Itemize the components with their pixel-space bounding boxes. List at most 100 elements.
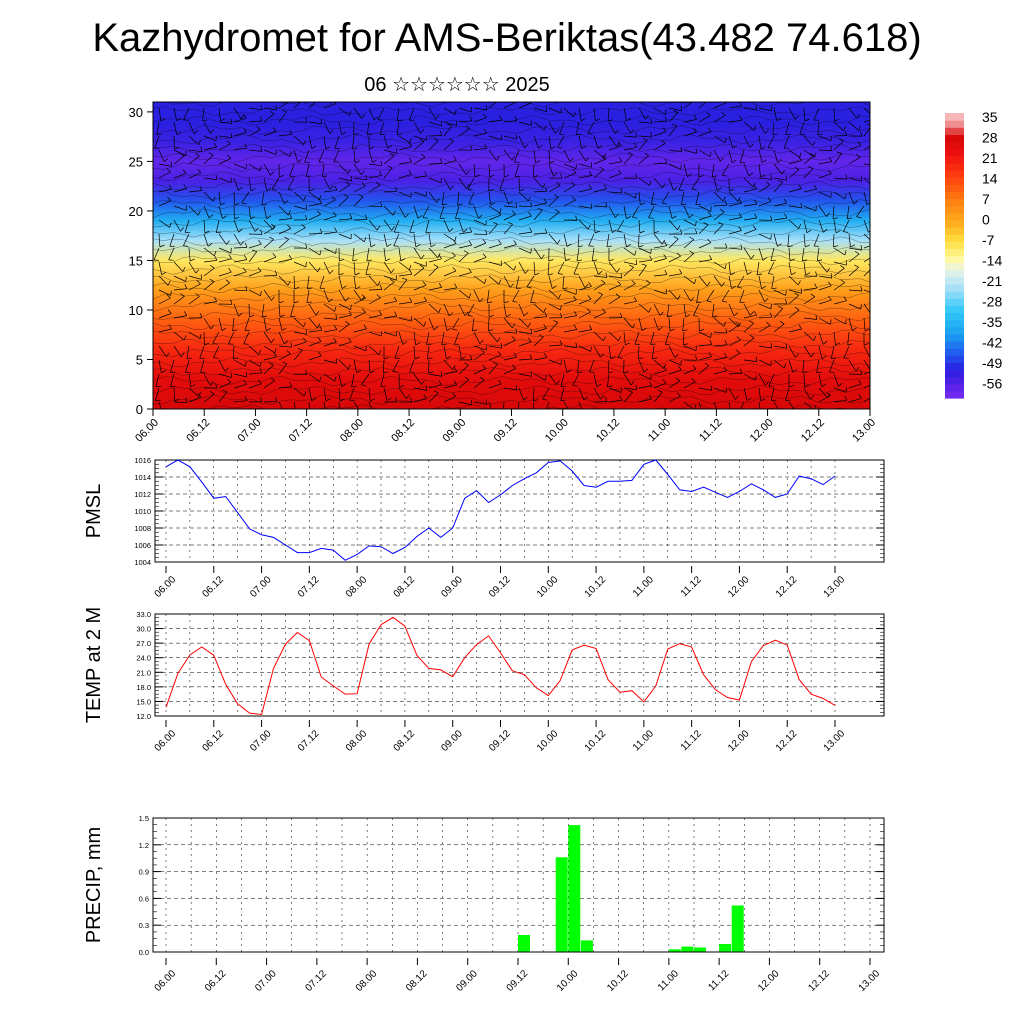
x-tick-label: 08.00 xyxy=(338,417,366,445)
colorbar-band xyxy=(945,177,964,185)
y-tick-label: 1.5 xyxy=(139,814,149,823)
colorbar-band xyxy=(945,341,964,349)
colorbar-band xyxy=(945,348,964,356)
x-tick-label: 07.12 xyxy=(296,574,322,600)
x-tick-label: 06.00 xyxy=(153,728,179,754)
colorbar-band xyxy=(945,198,964,207)
pmsl-panel: 1004 1006 1008 1010 1012 1014 1016 PMSL 06.00 06.… xyxy=(83,456,885,600)
y-tick-label: 33.0 xyxy=(136,610,151,619)
y-tick-label: 0 xyxy=(136,402,143,417)
y-tick-label: 30.0 xyxy=(136,625,151,634)
x-tick-label: 10.00 xyxy=(555,968,581,994)
x-tick-label: 09.12 xyxy=(505,968,531,994)
x-tick-label: 12.00 xyxy=(756,968,782,994)
y-tick-label: 24.0 xyxy=(136,654,151,663)
contour-overlay xyxy=(153,102,870,409)
x-tick-label: 06.12 xyxy=(200,574,226,600)
colorbar-label: -49 xyxy=(982,355,1002,371)
x-tick-label: 12.12 xyxy=(806,968,832,994)
y-tick-label: 12.0 xyxy=(136,712,151,721)
colorbar-label: 21 xyxy=(982,150,998,166)
colorbar-band xyxy=(945,120,964,128)
x-tick-label: 11.12 xyxy=(697,417,724,444)
plot-frame xyxy=(152,817,885,953)
x-tick-label: 10.00 xyxy=(535,728,561,754)
y-tick-label: 0.3 xyxy=(139,921,149,930)
x-tick-label: 07.00 xyxy=(253,968,279,994)
x-tick-label: 13.00 xyxy=(857,968,883,994)
y-tick-label: 0.6 xyxy=(139,894,149,903)
x-tick-label: 06.00 xyxy=(133,417,161,445)
colorbar-label: -42 xyxy=(982,335,1002,351)
x-tick-label: 09.00 xyxy=(454,968,480,994)
x-tick-label: 12.12 xyxy=(774,574,800,600)
precip-bar xyxy=(580,940,593,952)
precip-bar xyxy=(555,857,568,952)
colorbar-band xyxy=(945,383,964,392)
pmsl-series-line xyxy=(165,459,836,561)
y-tick-label: 1006 xyxy=(134,541,151,550)
precip-bar xyxy=(568,825,581,952)
colorbar-label: -35 xyxy=(982,314,1002,330)
x-tick-label: 08.12 xyxy=(404,968,430,994)
x-tick-label: 09.12 xyxy=(487,574,513,600)
x-tick-label: 13.00 xyxy=(822,574,848,600)
colorbar-band xyxy=(945,319,964,328)
colorbar-band xyxy=(945,312,964,321)
colorbar-band xyxy=(945,205,964,214)
y-tick-label: 5 xyxy=(136,352,143,367)
x-tick-label: 11.00 xyxy=(646,417,673,444)
precip-bar xyxy=(518,935,530,952)
precip-bar xyxy=(719,944,732,952)
colorbar-band xyxy=(945,184,964,192)
precip-bar xyxy=(694,947,706,952)
colorbar-label: 0 xyxy=(982,212,990,228)
colorbar-label: 35 xyxy=(982,109,998,125)
y-tick-label: 1016 xyxy=(134,456,151,465)
y-tick-label: 21.0 xyxy=(136,668,151,677)
y-tick-label: 27.0 xyxy=(136,639,151,648)
colorbar-band xyxy=(945,291,964,299)
y-tick-label: 20 xyxy=(129,204,143,219)
precipitation-panel: 0.0 0.3 0.6 0.9 1.2 1.5 PRECIP, mm 06.00 06.12 07… xyxy=(83,814,885,994)
x-tick-label: 10.12 xyxy=(594,417,622,445)
y-tick-label: 0.9 xyxy=(139,868,149,877)
y-tick-label: 15 xyxy=(129,253,143,268)
precip-bar xyxy=(681,946,694,952)
x-tick-label: 12.00 xyxy=(748,417,776,445)
x-tick-label: 07.00 xyxy=(236,417,264,445)
y-tick-label: 10 xyxy=(129,303,143,318)
colorbar-band xyxy=(945,262,964,271)
colorbar-band xyxy=(945,376,964,385)
colorbar-label: -56 xyxy=(982,376,1002,392)
y-tick-label: 15.0 xyxy=(136,697,151,706)
x-tick-label: 06.12 xyxy=(200,728,226,754)
chart-title: Kazhydromet for AMS-Beriktas(43.482 74.6… xyxy=(92,16,922,60)
colorbar-band xyxy=(945,390,964,399)
x-tick-label: 06.12 xyxy=(184,417,212,445)
x-tick-label: 08.12 xyxy=(392,728,418,754)
colorbar-band xyxy=(945,241,964,249)
x-tick-label: 06.00 xyxy=(153,574,179,600)
x-tick-label: 12.12 xyxy=(799,417,827,445)
colorbar-band xyxy=(945,255,964,264)
x-tick-label: 11.00 xyxy=(656,968,681,993)
y-tick-label: 1.2 xyxy=(139,841,149,850)
colorbar-band xyxy=(945,326,964,335)
colorbar-band xyxy=(945,362,964,371)
colorbar-label: -28 xyxy=(982,294,1002,310)
x-tick-label: 10.00 xyxy=(543,417,571,445)
x-tick-label: 11.12 xyxy=(679,728,704,753)
colorbar: 35 28 21 14 7 0 -7 -14 -21 -28 -35 -42 -49 -56 xyxy=(945,109,1002,399)
colorbar-band xyxy=(945,234,964,242)
colorbar-band xyxy=(945,248,964,257)
colorbar-band xyxy=(945,170,964,178)
precip-bar xyxy=(668,949,681,952)
precip-bar xyxy=(731,905,744,952)
x-tick-label: 07.12 xyxy=(304,968,330,994)
x-tick-label: 11.00 xyxy=(631,574,656,599)
x-tick-label: 07.12 xyxy=(296,728,322,754)
colorbar-label: -14 xyxy=(982,253,1002,269)
x-tick-label: 09.12 xyxy=(492,417,520,445)
x-tick-label: 09.00 xyxy=(440,417,468,445)
